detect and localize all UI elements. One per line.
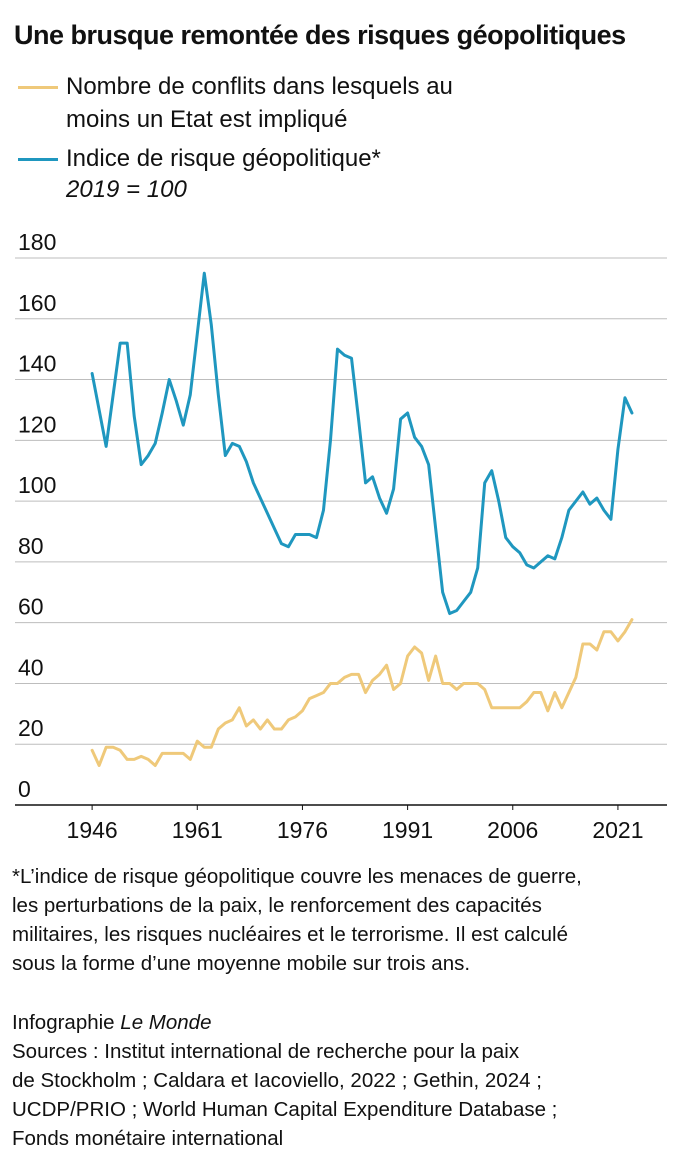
sources-line: Fonds monétaire international — [12, 1127, 284, 1150]
x-tick-label: 1976 — [277, 817, 328, 843]
series-line — [90, 618, 634, 767]
y-tick-label: 120 — [18, 411, 56, 437]
x-tick-label: 2021 — [592, 817, 643, 843]
legend-item: Nombre de conflits dans lesquels au moin… — [18, 70, 486, 136]
sources-line: de Stockholm ; Caldara et Iacoviello, 20… — [12, 1069, 542, 1092]
y-tick-label: 100 — [18, 472, 56, 498]
footnote-line: *L’indice de risque géopolitique couvre … — [12, 865, 582, 888]
footnote-line: sous la forme d’une moyenne mobile sur t… — [12, 952, 471, 975]
x-tick-label: 1946 — [67, 817, 118, 843]
y-tick-label: 60 — [18, 594, 44, 620]
legend-label: Nombre de conflits dans lesquels au moin… — [66, 73, 453, 133]
sources: Sources : Institut international de rech… — [12, 1037, 557, 1153]
y-tick-label: 180 — [18, 229, 56, 255]
legend-item: Indice de risque géopolitique* — [18, 142, 486, 175]
series-line — [90, 271, 634, 616]
x-tick-label: 1991 — [382, 817, 433, 843]
chart-title: Une brusque remontée des risques géopoli… — [14, 20, 626, 50]
y-tick-label: 20 — [18, 715, 44, 741]
footnote: *L’indice de risque géopolitique couvre … — [12, 862, 582, 978]
y-tick-label: 160 — [18, 290, 56, 316]
x-tick-label: 1961 — [172, 817, 223, 843]
legend-swatch — [18, 158, 58, 161]
y-tick-label: 80 — [18, 533, 44, 559]
y-tick-label: 140 — [18, 351, 56, 377]
x-tick-label: 2006 — [487, 817, 538, 843]
sources-line: Sources : Institut international de rech… — [12, 1040, 520, 1063]
legend-label: Indice de risque géopolitique* — [66, 145, 381, 172]
credit-source: Le Monde — [120, 1011, 212, 1034]
legend-swatch — [18, 86, 58, 89]
credit-text: Infographie — [12, 1011, 115, 1034]
credit: Infographie Le Monde — [12, 1008, 211, 1037]
y-tick-label: 0 — [18, 776, 31, 802]
footnote-line: les perturbations de la paix, le renforc… — [12, 894, 542, 917]
sources-line: UCDP/PRIO ; World Human Capital Expendit… — [12, 1098, 558, 1121]
y-tick-label: 40 — [18, 654, 44, 680]
axis-note: 2019 = 100 — [66, 176, 187, 203]
footnote-line: militaires, les risques nucléaires et le… — [12, 923, 568, 946]
